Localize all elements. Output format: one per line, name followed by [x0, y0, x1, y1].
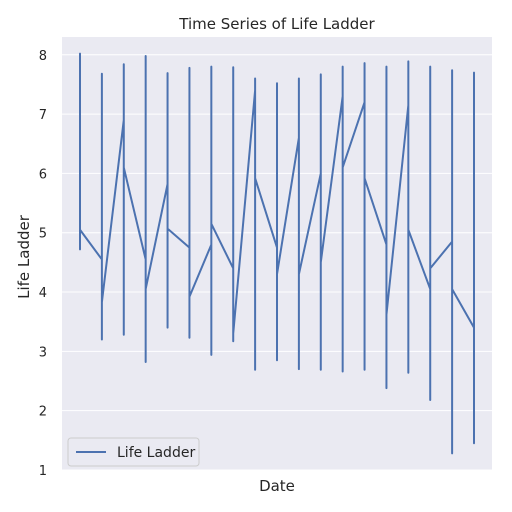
y-tick-label: 7 — [39, 108, 47, 123]
y-tick-label: 3 — [39, 345, 47, 360]
series-line-life-ladder — [79, 52, 475, 455]
x-axis-label: Date — [259, 477, 295, 495]
y-tick-label: 6 — [39, 167, 47, 182]
y-tick-label: 5 — [39, 227, 47, 242]
y-tick-label: 1 — [39, 464, 47, 479]
y-tick-label: 2 — [39, 405, 47, 420]
legend: Life Ladder — [67, 437, 200, 467]
chart-title: Time Series of Life Ladder — [178, 15, 375, 33]
y-tick-labels: 1 2 3 4 5 6 7 8 — [39, 49, 47, 479]
legend-box — [67, 437, 200, 467]
legend-label: Life Ladder — [117, 445, 195, 461]
y-tick-label: 4 — [39, 286, 47, 301]
y-tick-label: 8 — [39, 49, 47, 64]
y-axis-label: Life Ladder — [15, 214, 33, 299]
